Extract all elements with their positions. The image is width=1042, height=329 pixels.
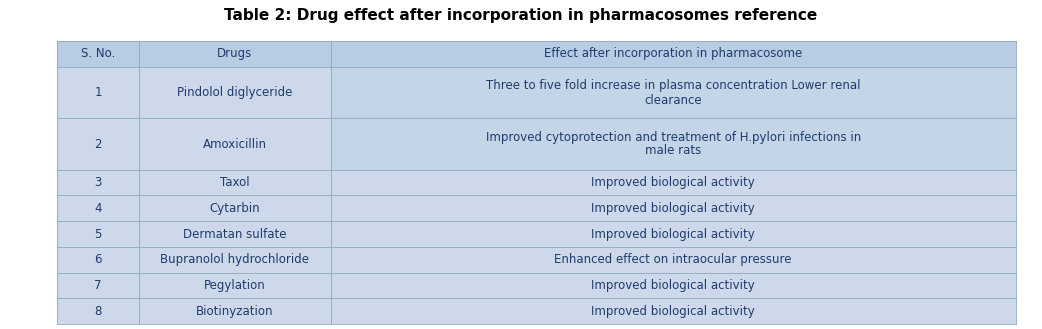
Text: Pindolol diglyceride: Pindolol diglyceride [177, 86, 293, 99]
Text: 1: 1 [95, 86, 102, 99]
Text: Amoxicillin: Amoxicillin [202, 138, 267, 150]
Text: Three to five fold increase in plasma concentration Lower renal
clearance: Three to five fold increase in plasma co… [486, 79, 861, 107]
Text: Improved cytoprotection and treatment of H.pylori infections in: Improved cytoprotection and treatment of… [486, 131, 861, 144]
Text: 4: 4 [95, 202, 102, 215]
Text: Dermatan sulfate: Dermatan sulfate [183, 228, 287, 240]
Text: 6: 6 [95, 253, 102, 266]
Text: Table 2: Drug effect after incorporation in pharmacosomes reference: Table 2: Drug effect after incorporation… [224, 8, 818, 23]
Bar [57, 298, 1016, 324]
Text: Drugs: Drugs [217, 47, 252, 61]
Text: 3: 3 [95, 176, 102, 189]
Text: male rats: male rats [645, 144, 701, 157]
Text: 8: 8 [95, 305, 102, 318]
Bar [57, 41, 1016, 67]
Text: Biotinyzation: Biotinyzation [196, 305, 273, 318]
Text: Taxol: Taxol [220, 176, 249, 189]
Text: Bupranolol hydrochloride: Bupranolol hydrochloride [160, 253, 309, 266]
Text: 2: 2 [95, 138, 102, 150]
Bar [330, 67, 1016, 118]
Text: S. No.: S. No. [81, 47, 116, 61]
Text: Improved biological activity: Improved biological activity [592, 202, 755, 215]
Bar [57, 247, 1016, 273]
Bar [330, 118, 1016, 170]
Bar [57, 67, 1016, 118]
Text: Improved biological activity: Improved biological activity [592, 176, 755, 189]
Text: Enhanced effect on intraocular pressure: Enhanced effect on intraocular pressure [554, 253, 792, 266]
Bar [57, 118, 1016, 170]
Text: 5: 5 [95, 228, 102, 240]
Bar [57, 221, 1016, 247]
Text: Improved biological activity: Improved biological activity [592, 228, 755, 240]
Text: Improved biological activity: Improved biological activity [592, 305, 755, 318]
Text: 7: 7 [95, 279, 102, 292]
Bar [57, 170, 1016, 195]
Text: Pegylation: Pegylation [204, 279, 266, 292]
Text: Improved biological activity: Improved biological activity [592, 279, 755, 292]
Bar [57, 195, 1016, 221]
Bar [57, 273, 1016, 298]
Text: Effect after incorporation in pharmacosome: Effect after incorporation in pharmacoso… [544, 47, 802, 61]
Text: Cytarbin: Cytarbin [209, 202, 259, 215]
